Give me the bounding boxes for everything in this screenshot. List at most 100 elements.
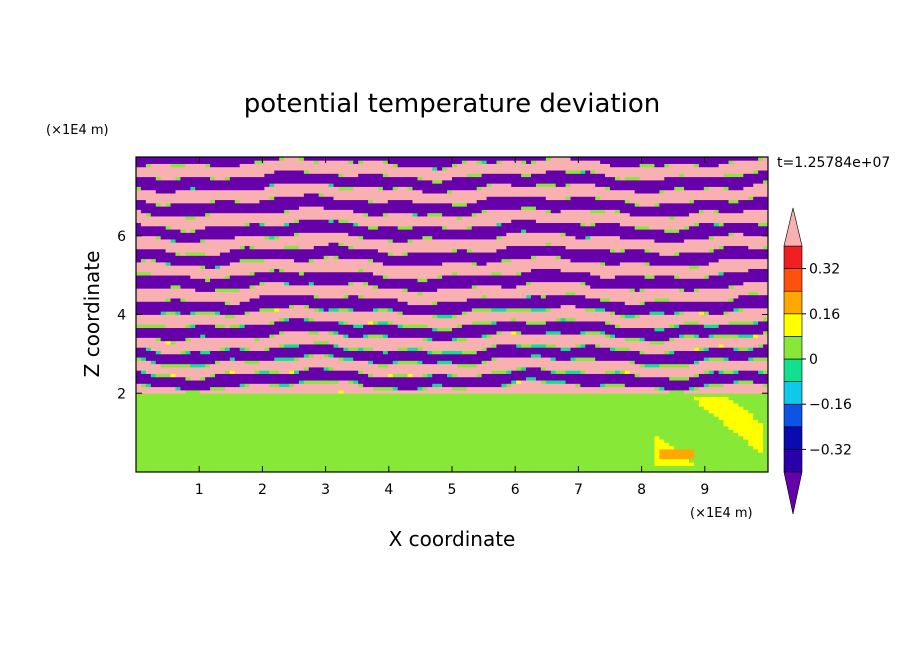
heatmap-cell	[136, 183, 270, 187]
heatmap-cell	[387, 350, 428, 355]
heatmap-cell	[397, 386, 418, 391]
heatmap-cell	[195, 324, 216, 329]
heatmap-cell	[392, 239, 408, 243]
heatmap-cell	[155, 176, 162, 181]
heatmap-cell	[476, 363, 641, 368]
heatmap-cell	[545, 157, 552, 161]
heatmap-cell	[758, 370, 764, 374]
heatmap-cell	[259, 307, 275, 312]
heatmap-cell	[723, 245, 749, 250]
heatmap-cell	[249, 347, 265, 351]
heatmap-cell	[763, 383, 769, 388]
heatmap-cell	[669, 350, 675, 355]
heatmap-cell	[185, 216, 196, 220]
heatmap-cell	[679, 229, 769, 233]
heatmap-cell	[644, 275, 655, 279]
heatmap-cell	[333, 183, 487, 187]
heatmap-cell	[294, 370, 300, 374]
heatmap-cell	[456, 216, 463, 220]
heatmap-cell	[654, 298, 670, 302]
heatmap-cell	[254, 245, 285, 250]
heatmap-cell	[136, 458, 655, 463]
heatmap-cell	[758, 344, 764, 348]
heatmap-cell	[373, 307, 379, 312]
heatmap-cell	[298, 219, 329, 224]
heatmap-cell	[303, 380, 339, 384]
heatmap-cell	[511, 330, 517, 335]
heatmap-cell	[585, 330, 601, 335]
heatmap-cell	[368, 281, 527, 286]
heatmap-cell	[150, 271, 250, 276]
heatmap-cell	[679, 334, 685, 338]
heatmap-cell	[442, 179, 764, 184]
heatmap-cell	[708, 248, 715, 253]
heatmap-cell	[698, 163, 720, 168]
heatmap-cell	[698, 321, 729, 325]
heatmap-cell	[234, 235, 265, 240]
heatmap-cell	[669, 324, 675, 329]
heatmap-cell	[728, 298, 734, 302]
heatmap-cell	[693, 386, 700, 391]
heatmap-cell	[496, 160, 502, 164]
heatmap-cell	[136, 449, 655, 453]
heatmap-cell	[387, 252, 394, 256]
heatmap-cell	[526, 294, 532, 299]
heatmap-cell	[698, 386, 769, 391]
heatmap-cell	[723, 422, 764, 427]
heatmap-cell	[531, 344, 547, 348]
heatmap-cell	[136, 330, 280, 335]
heatmap-cell	[614, 334, 680, 338]
heatmap-cell	[669, 376, 690, 381]
x-tick-label: 4	[384, 482, 393, 498]
heatmap-cell	[466, 337, 626, 342]
heatmap-cell	[486, 160, 497, 164]
heatmap-cell	[229, 301, 241, 306]
heatmap-cell	[614, 347, 631, 351]
heatmap-cell	[210, 176, 216, 181]
heatmap-cell	[224, 301, 231, 306]
heatmap-cell	[343, 357, 354, 361]
heatmap-cell	[738, 403, 769, 407]
heatmap-cell	[136, 462, 655, 466]
heatmap-cell	[136, 170, 275, 174]
heatmap-cell	[368, 373, 374, 378]
heatmap-cell	[274, 321, 339, 325]
heatmap-cell	[402, 252, 408, 256]
heatmap-cell	[338, 380, 349, 384]
heatmap-cell	[412, 212, 418, 217]
heatmap-cell	[318, 307, 325, 312]
heatmap-cell	[313, 160, 320, 164]
heatmap-cell	[234, 314, 433, 319]
heatmap-cell	[343, 321, 349, 325]
heatmap-cell	[358, 173, 384, 178]
heatmap-cell	[358, 268, 364, 273]
heatmap-cell	[279, 235, 359, 240]
heatmap-cell	[397, 225, 413, 230]
heatmap-cell	[595, 183, 754, 187]
heatmap-cell	[215, 324, 226, 329]
heatmap-cell	[442, 262, 473, 266]
heatmap-cell	[659, 386, 665, 391]
heatmap-cell	[718, 209, 744, 214]
heatmap-cell	[565, 183, 571, 187]
x-unit-label: (×1E4 m)	[690, 506, 753, 521]
heatmap-cell	[397, 311, 404, 315]
heatmap-cell	[486, 360, 631, 365]
heatmap-cell	[298, 370, 359, 374]
heatmap-cell	[614, 324, 621, 329]
heatmap-cell	[136, 196, 270, 201]
heatmap-cell	[550, 370, 557, 374]
heatmap-cell	[674, 445, 754, 450]
heatmap-cell	[422, 347, 483, 351]
heatmap-cell	[506, 245, 566, 250]
heatmap-cell	[190, 324, 196, 329]
heatmap-cell	[363, 324, 399, 329]
heatmap-cell	[763, 429, 769, 434]
heatmap-cell	[531, 160, 537, 164]
heatmap-cell	[254, 160, 265, 164]
heatmap-cell	[373, 271, 453, 276]
heatmap-cell	[136, 189, 157, 194]
x-tick-label: 5	[448, 482, 457, 498]
heatmap-cell	[580, 344, 586, 348]
